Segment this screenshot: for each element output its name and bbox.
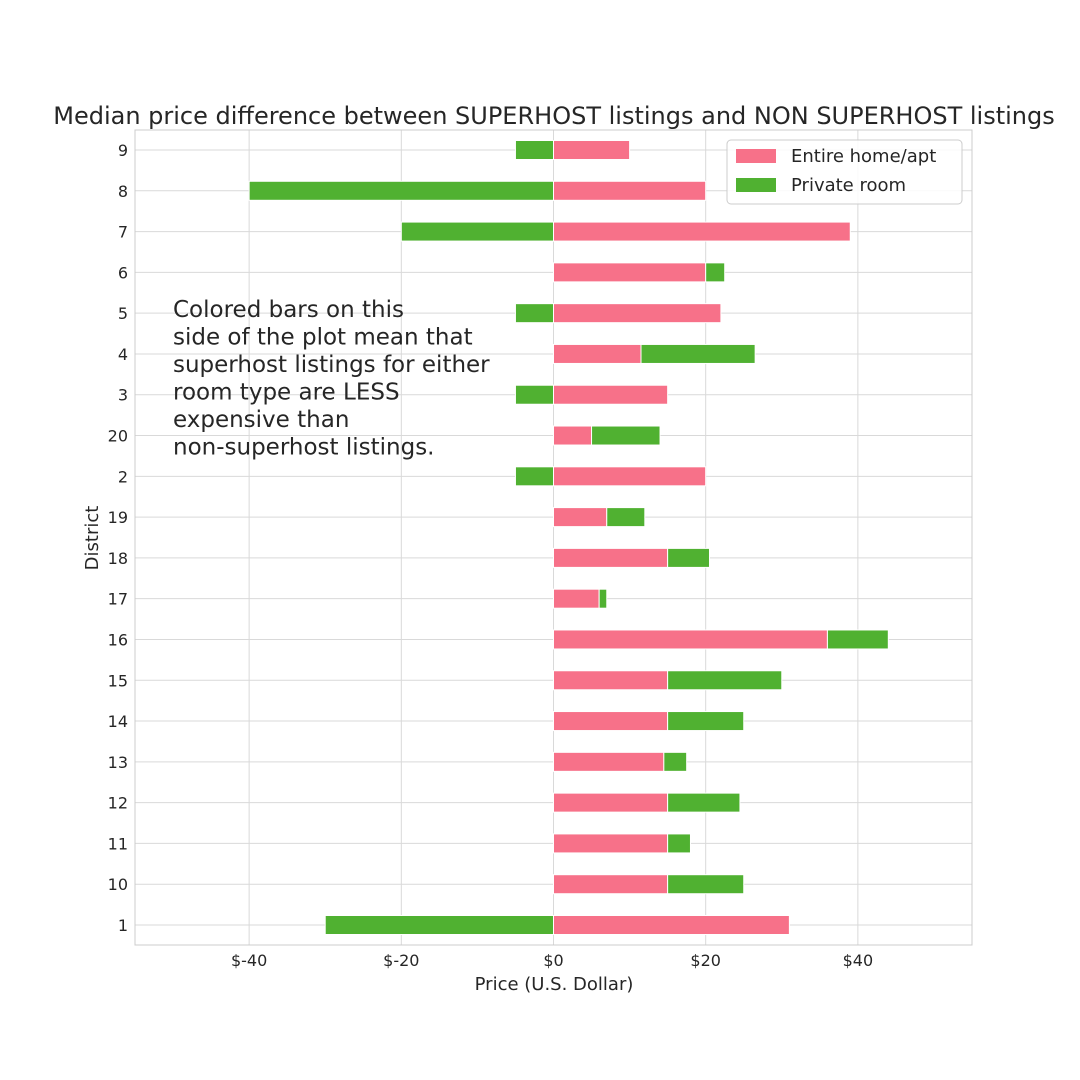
bar-entire-home-apt-district-19 xyxy=(553,507,608,528)
y-tick-label: 18 xyxy=(108,549,128,568)
bar-private-room-district-8 xyxy=(248,180,555,201)
bar-private-room-district-4 xyxy=(640,343,756,364)
y-tick-label: 5 xyxy=(118,304,128,323)
bar-entire-home-apt-district-1 xyxy=(553,915,790,935)
bar-private-room-district-1 xyxy=(324,915,554,935)
bar-entire-home-apt-district-16 xyxy=(553,629,828,650)
bar-private-room-district-15 xyxy=(667,670,783,691)
chart-title: Median price difference between SUPERHOS… xyxy=(53,102,1055,130)
bar-entire-home-apt-district-12 xyxy=(553,792,669,813)
y-tick-label: 14 xyxy=(108,712,128,731)
bar-private-room-district-9 xyxy=(514,140,554,160)
bar-entire-home-apt-district-4 xyxy=(553,343,642,364)
bar-entire-home-apt-district-20 xyxy=(553,425,593,446)
bar-private-room-district-19 xyxy=(606,507,646,528)
bar-entire-home-apt-district-10 xyxy=(553,874,669,895)
bar-entire-home-apt-district-18 xyxy=(553,547,669,568)
y-tick-label: 11 xyxy=(108,834,128,853)
x-tick-label: $40 xyxy=(843,951,874,970)
bar-private-room-district-5 xyxy=(514,303,554,324)
y-tick-label: 7 xyxy=(118,223,128,242)
bar-private-room-district-13 xyxy=(663,751,688,772)
annotation-line: side of the plot mean that xyxy=(173,325,473,351)
bar-entire-home-apt-district-8 xyxy=(553,180,707,201)
y-tick-label: 19 xyxy=(108,508,128,527)
bar-entire-home-apt-district-2 xyxy=(553,466,707,487)
y-tick-label: 17 xyxy=(108,590,128,609)
bar-private-room-district-18 xyxy=(667,547,710,568)
y-tick-label: 4 xyxy=(118,345,128,364)
annotation-line: Colored bars on this xyxy=(173,297,404,323)
bar-entire-home-apt-district-3 xyxy=(553,384,669,405)
y-axis-label: District xyxy=(82,506,103,571)
x-tick-label: $-40 xyxy=(231,951,267,970)
bar-private-room-district-10 xyxy=(667,874,745,895)
y-tick-label: 9 xyxy=(118,141,128,160)
y-tick-label: 12 xyxy=(108,794,128,813)
bar-entire-home-apt-district-9 xyxy=(553,140,631,160)
bar-private-room-district-2 xyxy=(514,466,554,487)
x-tick-labels: $-40 $-20 $0 $20 $40 xyxy=(231,951,873,970)
annotation-line: superhost listings for either xyxy=(173,352,490,378)
y-tick-label: 3 xyxy=(118,386,128,405)
bar-entire-home-apt-district-6 xyxy=(553,262,707,283)
x-axis-label: Price (U.S. Dollar) xyxy=(475,974,634,995)
y-tick-labels: 1 10 11 12 13 14 15 16 17 18 19 2 20 3 4 5 6 7 8 9 xyxy=(108,141,128,935)
annotation-line: expensive than xyxy=(173,407,349,433)
legend: Entire home/apt Private room xyxy=(726,139,963,205)
y-tick-label: 6 xyxy=(118,263,128,282)
legend-swatch-entire-home-apt xyxy=(736,149,776,163)
legend-swatch-private-room xyxy=(736,178,776,192)
x-tick-label: $-20 xyxy=(383,951,419,970)
bar-private-room-district-16 xyxy=(826,629,889,650)
bar-private-room-district-20 xyxy=(591,425,661,446)
y-tick-label: 2 xyxy=(118,467,128,486)
bar-private-room-district-11 xyxy=(667,833,691,854)
bar-private-room-district-12 xyxy=(667,792,741,813)
bar-private-room-district-3 xyxy=(514,384,554,405)
bar-private-room-district-14 xyxy=(667,711,745,732)
bar-entire-home-apt-district-17 xyxy=(553,588,600,609)
bar-private-room-district-17 xyxy=(598,588,608,609)
bar-private-room-district-6 xyxy=(705,262,726,283)
bar-entire-home-apt-district-11 xyxy=(553,833,669,854)
y-tick-label: 10 xyxy=(108,875,128,894)
y-tick-label: 1 xyxy=(118,916,128,935)
y-tick-label: 8 xyxy=(118,182,128,201)
legend-box xyxy=(726,139,963,205)
bar-entire-home-apt-district-14 xyxy=(553,711,669,732)
bar-entire-home-apt-district-13 xyxy=(553,751,665,772)
annotation-line: room type are LESS xyxy=(173,380,400,406)
bar-entire-home-apt-district-5 xyxy=(553,303,722,324)
bar-entire-home-apt-district-7 xyxy=(553,221,851,242)
legend-label-private-room: Private room xyxy=(791,175,906,196)
bar-entire-home-apt-district-15 xyxy=(553,670,669,691)
annotation-line: non-superhost listings. xyxy=(173,435,435,461)
y-tick-label: 15 xyxy=(108,671,128,690)
x-tick-label: $20 xyxy=(690,951,721,970)
bars xyxy=(248,140,889,935)
legend-label-entire-home-apt: Entire home/apt xyxy=(791,146,936,167)
x-tick-label: $0 xyxy=(543,951,563,970)
y-tick-label: 16 xyxy=(108,630,128,649)
plot-frame xyxy=(134,129,973,946)
bar-private-room-district-7 xyxy=(400,221,554,242)
y-tick-label: 13 xyxy=(108,753,128,772)
y-tick-label: 20 xyxy=(108,427,128,446)
